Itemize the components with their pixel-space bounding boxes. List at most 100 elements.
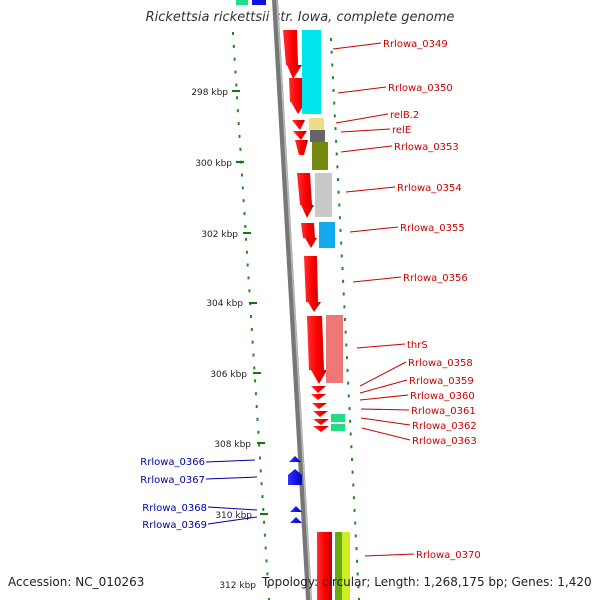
gene-arrow-0368[interactable] [290, 506, 302, 512]
left-tick-dot [259, 456, 261, 460]
gene-arrow-0349[interactable] [283, 30, 302, 79]
gene-label-0349[interactable]: Rrlowa_0349 [383, 39, 448, 50]
gene-label-0363[interactable]: Rrlowa_0363 [412, 436, 477, 447]
gene-arrow-0358[interactable] [311, 386, 326, 393]
right-tick-dot [345, 343, 348, 347]
right-tick-dot [355, 547, 358, 551]
gene-arrow-0360[interactable] [312, 403, 327, 409]
gene-arrow-relB2[interactable] [292, 120, 305, 130]
gene-label-0355[interactable]: Rrlowa_0355 [400, 223, 465, 234]
feature-box-top-2 [252, 0, 266, 5]
left-tick-dot [235, 83, 238, 87]
feature-boxes [302, 30, 350, 600]
tick-label-306: 306 kbp [210, 370, 247, 380]
right-tick-dot [354, 521, 357, 525]
gene-label-0370[interactable]: Rrlowa_0370 [416, 550, 481, 561]
left-tick-dot [252, 353, 255, 357]
genome-title: Rickettsia rickettsii str. Iowa, complet… [145, 10, 455, 25]
gene-arrow-0359[interactable] [311, 394, 326, 400]
gene-arrow-0367[interactable] [288, 469, 302, 485]
gene-arrow-0366[interactable] [289, 456, 301, 462]
left-tick-dot [242, 199, 245, 203]
gene-label-0359[interactable]: Rrlowa_0359 [409, 376, 474, 387]
left-tick-dot [247, 276, 250, 280]
gene-arrow-0362[interactable] [313, 419, 329, 425]
right-tick-dot [345, 356, 348, 360]
right-tick-dot [341, 267, 344, 271]
feature-box-cyan [302, 30, 321, 114]
gene-label-0358[interactable]: Rrlowa_0358 [408, 358, 473, 369]
feature-box-lime-dark [335, 532, 342, 600]
gene-label-0353[interactable]: Rrlowa_0353 [394, 142, 459, 153]
left-tick-dot [253, 366, 256, 370]
right-tick-dot [338, 216, 341, 220]
tick-label-298: 298 kbp [191, 88, 228, 98]
reverse-label-lines [205, 459, 258, 525]
right-tick-dot [340, 254, 343, 258]
gene-arrow-0370[interactable] [317, 532, 332, 600]
gene-arrow-0363[interactable] [313, 426, 329, 432]
gene-arrow-0361[interactable] [313, 411, 328, 417]
right-tick-dot [337, 178, 339, 181]
forward-label-lines [332, 42, 415, 557]
gene-label-0368[interactable]: Rrlowa_0368 [142, 503, 207, 514]
left-tick-dot [262, 508, 265, 511]
left-tick-dot [250, 327, 253, 331]
feature-box-lime [342, 532, 350, 600]
left-tick-dot [236, 96, 239, 100]
gene-arrow-0353[interactable] [295, 140, 308, 155]
gene-label-0360[interactable]: Rrlowa_0360 [410, 391, 475, 402]
feature-box-gray-dark [310, 130, 325, 142]
tick-label-302: 302 kbp [201, 230, 238, 240]
feature-box-yellow [309, 118, 324, 130]
left-tick-dot [259, 469, 262, 473]
gene-label-0356[interactable]: Rrlowa_0356 [403, 273, 468, 284]
right-tick-dot [342, 279, 345, 283]
tick-label-304: 304 kbp [206, 299, 243, 309]
gene-label-0366[interactable]: Rrlowa_0366 [140, 457, 205, 468]
gene-label-0367[interactable]: Rrlowa_0367 [140, 475, 205, 486]
right-tick-dot [353, 508, 356, 512]
right-tick-dot [349, 419, 352, 423]
right-tick-dot [352, 483, 355, 487]
gene-label-0361[interactable]: Rrlowa_0361 [411, 406, 476, 417]
left-tick-dot [241, 173, 243, 177]
feature-box-green-1 [331, 414, 345, 422]
right-tick-dot [338, 203, 341, 207]
left-tick-dot [239, 147, 242, 151]
gene-arrow-0356[interactable] [304, 256, 321, 312]
right-tick-dot [339, 228, 342, 232]
feature-box-top-1 [236, 0, 248, 5]
left-tick-dot [245, 237, 248, 241]
gene-label-0362[interactable]: Rrlowa_0362 [412, 421, 477, 432]
gene-label-relB2[interactable]: relB.2 [390, 110, 419, 121]
left-tick-dot [255, 405, 258, 408]
gene-arrow-thrS[interactable] [307, 316, 327, 384]
gene-label-relE[interactable]: relE [392, 125, 411, 136]
gene-label-thrS[interactable]: thrS [407, 340, 428, 351]
right-tick-dot [344, 318, 346, 321]
left-tick-dot [267, 585, 270, 589]
gene-arrow-0355[interactable] [301, 223, 317, 248]
right-tick-dot [333, 101, 336, 105]
left-tick-dot [266, 572, 269, 576]
left-tick-dot [237, 122, 240, 125]
left-tick-dot [243, 212, 246, 216]
gene-label-0369[interactable]: Rrlowa_0369 [142, 520, 207, 531]
left-tick-dot [263, 520, 266, 524]
gene-label-0350[interactable]: Rrlowa_0350 [388, 83, 453, 94]
left-tick-dot [251, 340, 254, 344]
gene-arrow-0350[interactable] [289, 78, 306, 114]
reverse-gene-labels: Rrlowa_0366 Rrlowa_0367 Rrlowa_0368 Rrlo… [140, 457, 207, 531]
left-tick-dot [245, 250, 248, 254]
kbp-scale: 298 kbp 300 kbp 302 kbp 304 kbp 306 kbp … [191, 88, 268, 591]
gene-arrow-0354[interactable] [297, 173, 314, 218]
right-tick-dot [351, 470, 354, 474]
gene-arrow-0369[interactable] [290, 517, 302, 523]
tick-label-308: 308 kbp [214, 440, 251, 450]
tick-dot-lines [232, 32, 360, 600]
gene-label-0354[interactable]: Rrlowa_0354 [397, 183, 462, 194]
right-tick-dot [343, 305, 346, 309]
gene-arrow-relE[interactable] [293, 131, 307, 140]
